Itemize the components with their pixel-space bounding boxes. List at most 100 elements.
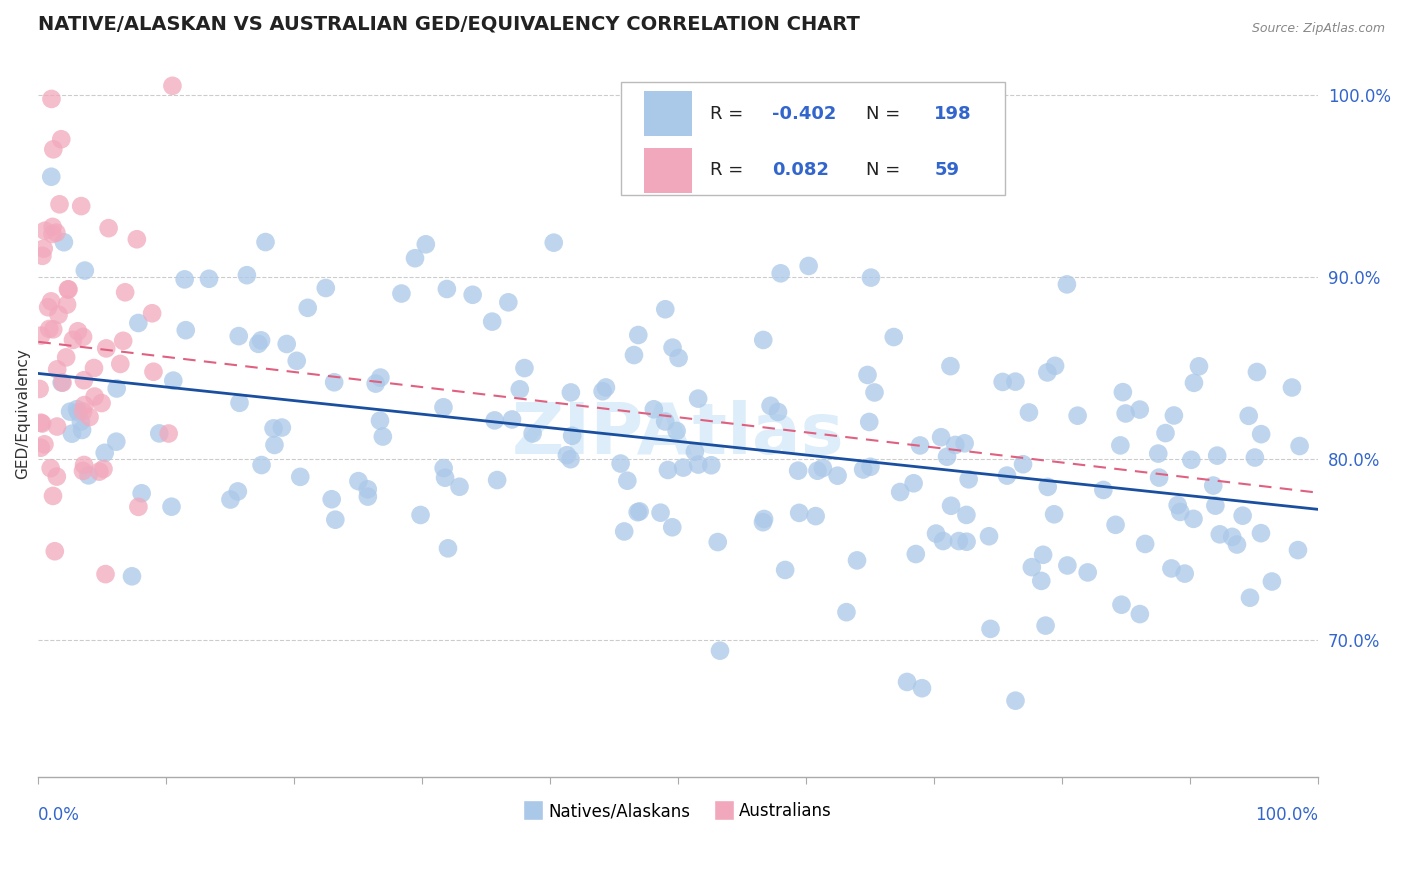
Point — [835, 605, 858, 619]
Point — [94, 567, 117, 582]
Point — [72, 464, 94, 478]
Point — [162, 78, 184, 93]
Point — [939, 359, 962, 373]
Point — [1182, 512, 1205, 526]
Point — [1109, 438, 1132, 452]
Point — [1066, 409, 1088, 423]
Point — [827, 468, 849, 483]
Point — [929, 430, 952, 444]
Point — [51, 376, 73, 390]
Point — [297, 301, 319, 315]
Point — [60, 426, 83, 441]
Point — [250, 334, 273, 348]
Point — [991, 375, 1014, 389]
Point — [560, 452, 582, 467]
Point — [70, 415, 93, 429]
Point — [1188, 359, 1211, 374]
Text: R =: R = — [710, 104, 749, 123]
Y-axis label: GED/Equivalency: GED/Equivalency — [15, 348, 30, 479]
Point — [173, 272, 195, 286]
Point — [434, 471, 457, 485]
Point — [773, 563, 796, 577]
Point — [31, 249, 53, 263]
Point — [889, 485, 911, 500]
Point — [1111, 598, 1133, 612]
Point — [484, 413, 506, 427]
Point — [1160, 561, 1182, 575]
Point — [73, 373, 96, 387]
Point — [127, 500, 149, 514]
Point — [1250, 427, 1272, 442]
Point — [157, 426, 180, 441]
Point — [66, 324, 89, 338]
Point — [51, 376, 73, 390]
Point — [48, 308, 70, 322]
Point — [44, 544, 66, 558]
Point — [787, 506, 810, 520]
Point — [1202, 478, 1225, 492]
Point — [160, 500, 183, 514]
Point — [925, 526, 948, 541]
Point — [643, 402, 665, 417]
Point — [46, 362, 69, 376]
Point — [31, 417, 53, 431]
Point — [752, 512, 775, 526]
Point — [759, 399, 782, 413]
Point — [67, 405, 90, 419]
Point — [121, 569, 143, 583]
Point — [1261, 574, 1284, 589]
Point — [1182, 376, 1205, 390]
Point — [1018, 405, 1040, 419]
Point — [131, 486, 153, 500]
Point — [58, 283, 80, 297]
Point — [1043, 359, 1066, 373]
Point — [1021, 560, 1043, 574]
Point — [51, 132, 73, 146]
Text: ZIPAtlas: ZIPAtlas — [512, 401, 845, 469]
Point — [1056, 558, 1078, 573]
Point — [41, 92, 63, 106]
Point — [1209, 527, 1232, 541]
Point — [555, 448, 578, 462]
Point — [904, 547, 927, 561]
Point — [856, 368, 879, 382]
Point — [700, 458, 723, 473]
Point — [45, 226, 67, 240]
Point — [73, 398, 96, 412]
Point — [112, 334, 135, 348]
Point — [1226, 537, 1249, 551]
Point — [247, 336, 270, 351]
Point — [1204, 499, 1226, 513]
Point — [1281, 380, 1303, 394]
Point — [859, 270, 882, 285]
Point — [46, 419, 69, 434]
Point — [672, 460, 695, 475]
Point — [955, 508, 977, 522]
Point — [1129, 402, 1152, 417]
Point — [1036, 366, 1059, 380]
Point — [250, 458, 273, 472]
Point — [863, 385, 886, 400]
Point — [613, 524, 636, 539]
Point — [162, 374, 184, 388]
Point — [592, 384, 614, 399]
Point — [1043, 508, 1066, 522]
Point — [979, 622, 1001, 636]
Point — [522, 426, 544, 441]
Point — [661, 341, 683, 355]
Point — [55, 351, 77, 365]
Text: -0.402: -0.402 — [772, 104, 837, 123]
Point — [787, 464, 810, 478]
Point — [616, 474, 638, 488]
Point — [706, 535, 728, 549]
Point — [70, 199, 93, 213]
Point — [858, 415, 880, 429]
Legend: Natives/Alaskans, Australians: Natives/Alaskans, Australians — [519, 796, 838, 827]
Point — [977, 529, 1000, 543]
Point — [509, 382, 531, 396]
Point — [32, 242, 55, 256]
Point — [654, 302, 676, 317]
Point — [1232, 508, 1254, 523]
Point — [270, 420, 292, 434]
Point — [481, 315, 503, 329]
